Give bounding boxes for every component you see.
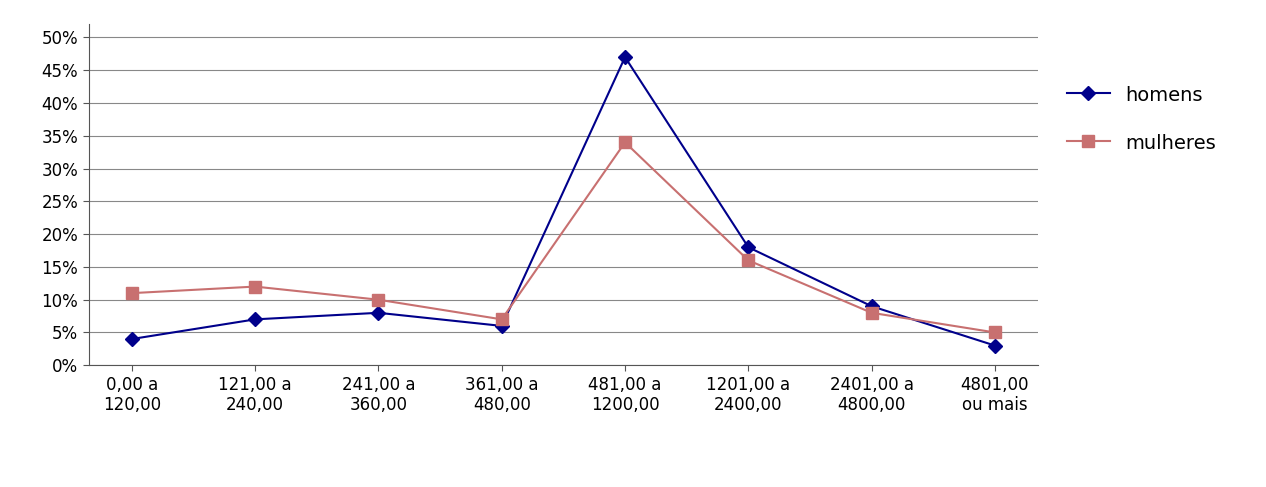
homens — [865, 303, 880, 309]
homens — [618, 54, 633, 60]
homens — [124, 336, 139, 342]
mulheres — [618, 139, 633, 145]
homens — [247, 317, 262, 322]
mulheres — [865, 310, 880, 316]
Line: mulheres: mulheres — [127, 137, 1000, 338]
homens — [741, 244, 756, 250]
mulheres — [247, 283, 262, 289]
Line: homens: homens — [127, 52, 1000, 351]
homens — [371, 310, 386, 316]
mulheres — [494, 317, 509, 322]
mulheres — [371, 297, 386, 302]
mulheres — [741, 258, 756, 263]
mulheres — [124, 290, 139, 296]
mulheres — [987, 330, 1003, 336]
homens — [494, 323, 509, 329]
homens — [987, 343, 1003, 349]
Legend: homens, mulheres: homens, mulheres — [1067, 85, 1215, 153]
